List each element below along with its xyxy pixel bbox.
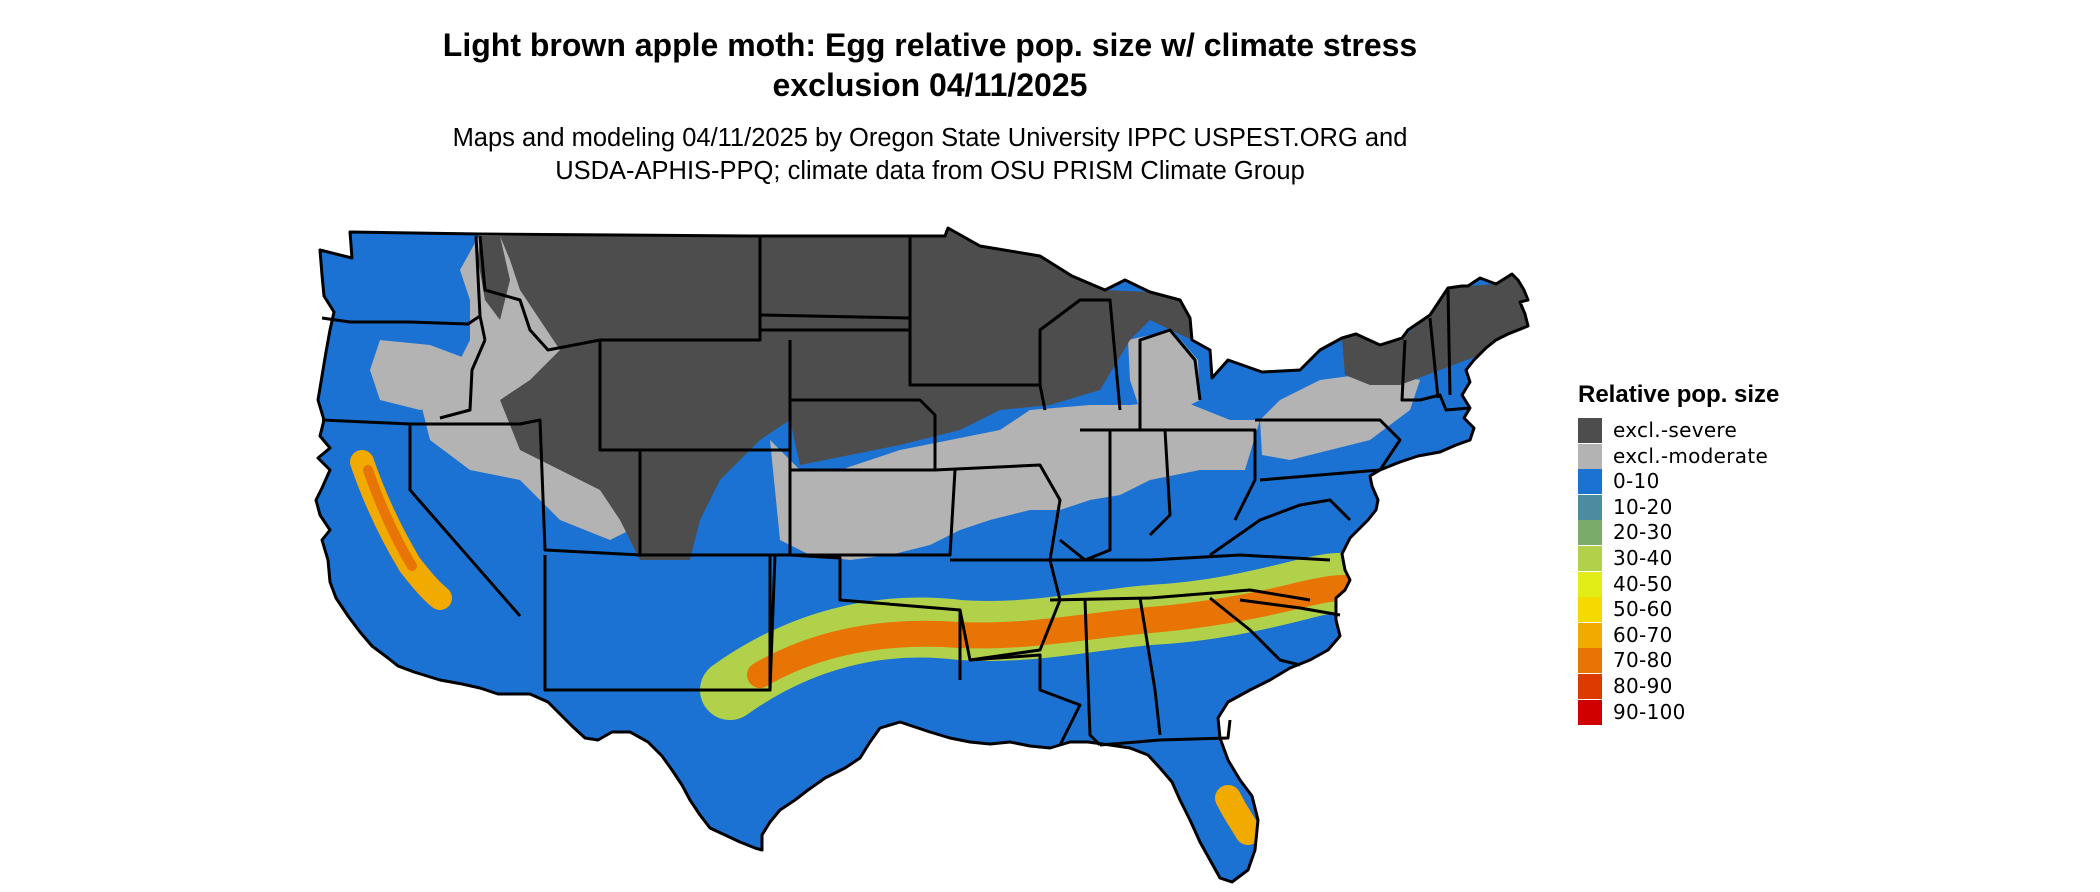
border-idaho-montana [478, 235, 601, 352]
border-michigan [1138, 328, 1202, 430]
map-title-line-1: Light brown apple moth: Egg relative pop… [442, 27, 1418, 63]
map-title-line-2: exclusion 04/11/2025 [772, 67, 1088, 103]
band-peak-southern-states [747, 574, 1368, 688]
border-tennessee-south [1049, 588, 1311, 602]
excl-moderate-region-northeast [1260, 372, 1420, 460]
legend-swatch [1578, 443, 1602, 469]
border-pennsylvania-ny [1255, 418, 1402, 482]
legend-label: excl.-severe [1613, 418, 1738, 442]
border-georgia-florida [1099, 719, 1232, 747]
legend-swatch [1578, 674, 1602, 699]
border-minnesota-iowa [908, 236, 1047, 411]
legend-label: 80-90 [1613, 674, 1673, 698]
border-california-nevada [321, 418, 522, 617]
border-virginia [1209, 498, 1352, 557]
border-oklahoma-texas [789, 553, 962, 680]
excl-severe-region-northern-plains [750, 228, 1192, 465]
legend-swatch [1578, 597, 1602, 623]
border-wisconsin-illinois [1038, 298, 1122, 411]
excl-moderate-region-michigan [1128, 330, 1200, 415]
border-oregon-idaho [439, 339, 487, 420]
legend-label: 30-40 [1613, 546, 1673, 570]
state-borders [314, 226, 1530, 884]
legend-label: 70-80 [1613, 648, 1673, 673]
legend-swatch [1578, 520, 1602, 546]
border-new-england-states [1400, 339, 1471, 412]
border-nebraska-kansas [790, 398, 937, 472]
border-louisiana-mississippi [969, 653, 1082, 746]
border-wyoming-block [598, 340, 792, 452]
legend-swatch [1578, 546, 1602, 571]
legend-label: 0-10 [1613, 469, 1660, 494]
band-high-florida [1215, 785, 1261, 845]
legend-label: 20-30 [1613, 520, 1673, 545]
border-arizona-new-mexico [543, 554, 777, 692]
map-subtitle-line-2: USDA-APHIS-PPQ; climate data from OSU PR… [555, 157, 1305, 185]
excl-severe-region-new-england [1342, 274, 1528, 385]
legend-swatch [1578, 622, 1602, 648]
legend-label: excl.-moderate [1613, 443, 1769, 468]
legend-label: 90-100 [1613, 699, 1686, 724]
legend-swatch [1578, 494, 1602, 520]
excl-moderate-region-eastern-washington [370, 340, 470, 410]
legend-label: 10-20 [1613, 494, 1673, 519]
legend-label: 40-50 [1613, 571, 1673, 596]
border-georgia-carolinas [1209, 596, 1301, 667]
border-utah-colorado [638, 450, 790, 557]
map-subtitle-line-1: Maps and modeling 04/11/2025 by Oregon S… [452, 124, 1408, 152]
border-mississippi-alabama [1083, 599, 1102, 747]
legend-swatch [1578, 571, 1602, 597]
band-high-gulf-coast-texas [846, 816, 886, 854]
border-nh-maine [1446, 289, 1452, 396]
legend-swatch [1578, 648, 1602, 674]
border-tennessee-kentucky [1050, 553, 1331, 562]
border-indiana-ohio [1110, 428, 1172, 537]
border-alabama-georgia [1138, 597, 1162, 736]
border-arkansas [950, 558, 1062, 662]
border-illinois-indiana [1059, 428, 1112, 562]
border-vermont-nh [1428, 317, 1440, 399]
border-new-mexico-texas [700, 555, 772, 692]
legend-title: Relative pop. size [1578, 381, 1780, 408]
border-nevada-utah [410, 418, 641, 557]
border-north-south-dakota [759, 313, 911, 320]
excl-severe-region-northern-idaho [478, 236, 510, 320]
legend-swatch [1578, 418, 1602, 443]
border-washington-oregon [321, 314, 481, 326]
legend-label: 60-70 [1613, 622, 1673, 647]
border-kansas-oklahoma [795, 469, 957, 557]
excl-severe-region-montana-wyoming [500, 236, 800, 560]
border-ohio-pennsylvania [1165, 428, 1257, 521]
legend-swatch [1578, 469, 1602, 495]
legend-label: 50-60 [1613, 597, 1673, 622]
border-washington-idaho [474, 235, 487, 341]
band-peak-california [363, 465, 417, 571]
legend-swatch [1578, 699, 1602, 725]
border-carolinas [1239, 598, 1341, 617]
excl-moderate-region-plains [770, 400, 1260, 560]
